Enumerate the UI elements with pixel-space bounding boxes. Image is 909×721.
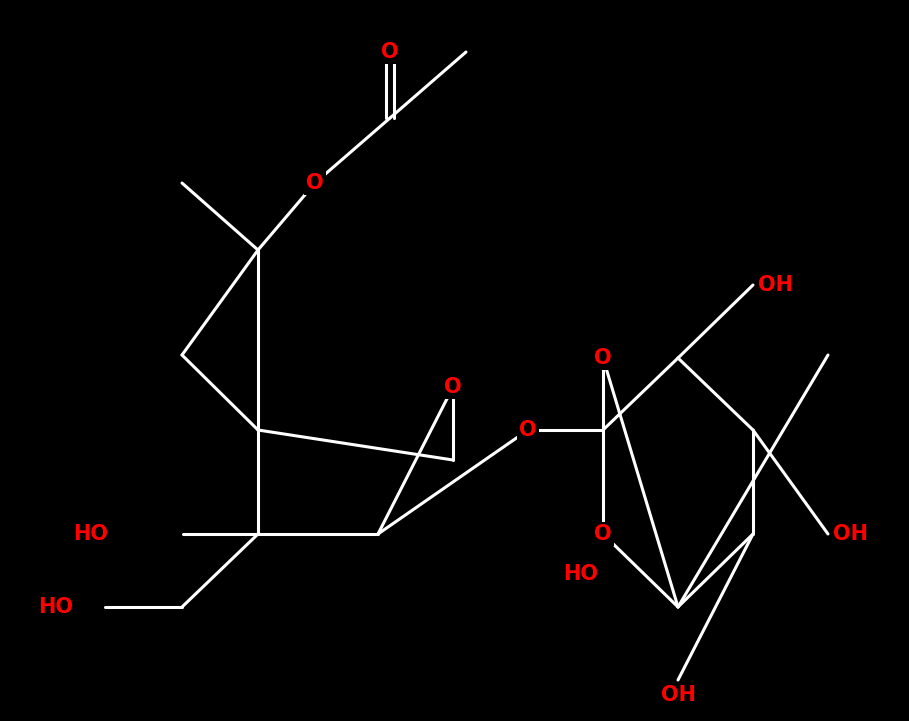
Text: OH: OH xyxy=(661,685,695,705)
Text: OH: OH xyxy=(758,275,793,295)
Text: O: O xyxy=(445,377,462,397)
Text: O: O xyxy=(381,42,399,62)
Text: O: O xyxy=(519,420,537,440)
Text: O: O xyxy=(594,348,612,368)
Text: OH: OH xyxy=(833,524,868,544)
Text: O: O xyxy=(306,173,324,193)
Text: HO: HO xyxy=(563,564,598,584)
Text: HO: HO xyxy=(73,524,108,544)
Text: HO: HO xyxy=(38,597,73,617)
Text: O: O xyxy=(594,524,612,544)
